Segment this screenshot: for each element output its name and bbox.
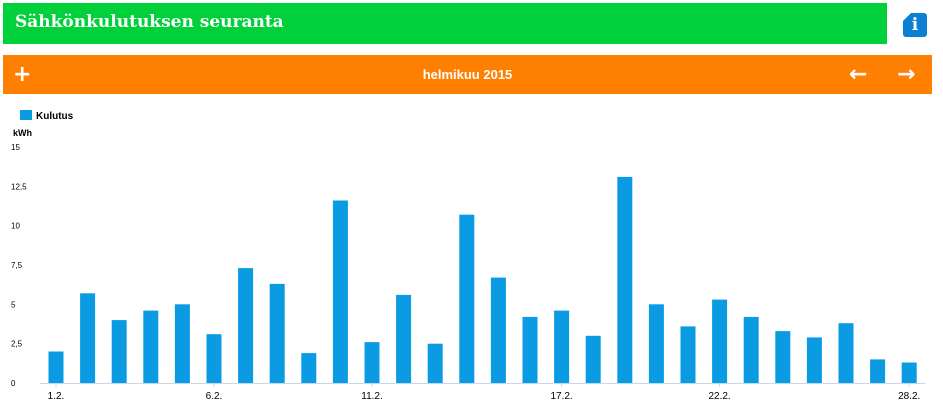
x-tick-label: 6.2. — [206, 391, 223, 402]
bar-10.2.[interactable] — [332, 200, 348, 384]
bar-25.2.[interactable] — [806, 337, 822, 383]
bar-5.2.[interactable] — [174, 304, 190, 383]
previous-month-button[interactable]: ← — [849, 62, 868, 87]
bar-17.2.[interactable] — [554, 310, 570, 383]
bar-4.2.[interactable] — [143, 310, 159, 383]
add-button[interactable]: + — [13, 62, 32, 87]
y-tick-label: 10 — [11, 222, 20, 231]
y-tick-label: 2,5 — [11, 340, 23, 349]
x-tick-label: 28.2. — [898, 391, 920, 402]
bar-1.2.[interactable] — [48, 351, 64, 384]
bar-6.2.[interactable] — [206, 334, 222, 383]
y-tick-label: 5 — [11, 300, 16, 309]
month-nav-bar: helmikuu 2015 + ← → — [3, 55, 932, 94]
x-tick-label: 17.2. — [550, 391, 572, 402]
y-tick-label: 12,5 — [11, 182, 27, 191]
app-title-bar: Sähkönkulutuksen seuranta — [3, 3, 887, 44]
y-tick-label: 0 — [11, 379, 16, 388]
bar-7.2.[interactable] — [238, 268, 254, 383]
bar-14.2.[interactable] — [459, 214, 475, 383]
bar-9.2.[interactable] — [301, 353, 317, 383]
y-tick-label: 7,5 — [11, 261, 23, 270]
bar-2.2.[interactable] — [80, 293, 96, 383]
x-tick-label: 11.2. — [361, 391, 383, 402]
bar-24.2.[interactable] — [775, 331, 791, 383]
bar-19.2.[interactable] — [617, 176, 633, 383]
bar-27.2.[interactable] — [870, 359, 886, 383]
month-label: helmikuu 2015 — [422, 67, 513, 82]
bar-21.2.[interactable] — [680, 326, 696, 383]
legend-swatch — [20, 110, 32, 120]
bar-12.2.[interactable] — [396, 294, 412, 383]
bar-13.2.[interactable] — [427, 343, 443, 383]
bar-23.2.[interactable] — [743, 316, 759, 383]
bar-22.2.[interactable] — [712, 299, 728, 383]
bar-11.2.[interactable] — [364, 342, 380, 383]
bar-20.2.[interactable] — [648, 304, 664, 383]
info-icon: i — [911, 15, 919, 35]
legend-label: Kulutus — [36, 111, 74, 122]
x-tick-label: 1.2. — [48, 391, 65, 402]
bar-15.2.[interactable] — [490, 277, 506, 383]
bar-3.2.[interactable] — [111, 320, 127, 383]
bar-8.2.[interactable] — [269, 283, 285, 383]
chart-legend: Kulutus — [20, 110, 73, 122]
bar-18.2.[interactable] — [585, 335, 601, 383]
y-tick-label: 15 — [11, 143, 20, 152]
info-button[interactable]: i — [903, 13, 927, 37]
next-month-button[interactable]: → — [897, 62, 916, 87]
app-title: Sähkönkulutuksen seuranta — [15, 12, 284, 32]
x-tick-label: 22.2. — [708, 391, 730, 402]
bar-28.2.[interactable] — [901, 362, 917, 384]
y-axis-unit: kWh — [13, 128, 32, 138]
bar-16.2.[interactable] — [522, 316, 538, 383]
bar-26.2.[interactable] — [838, 323, 854, 383]
